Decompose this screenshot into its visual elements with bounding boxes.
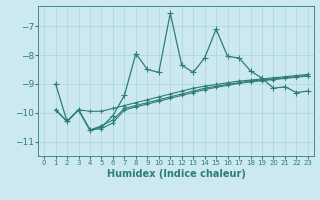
- X-axis label: Humidex (Indice chaleur): Humidex (Indice chaleur): [107, 169, 245, 179]
